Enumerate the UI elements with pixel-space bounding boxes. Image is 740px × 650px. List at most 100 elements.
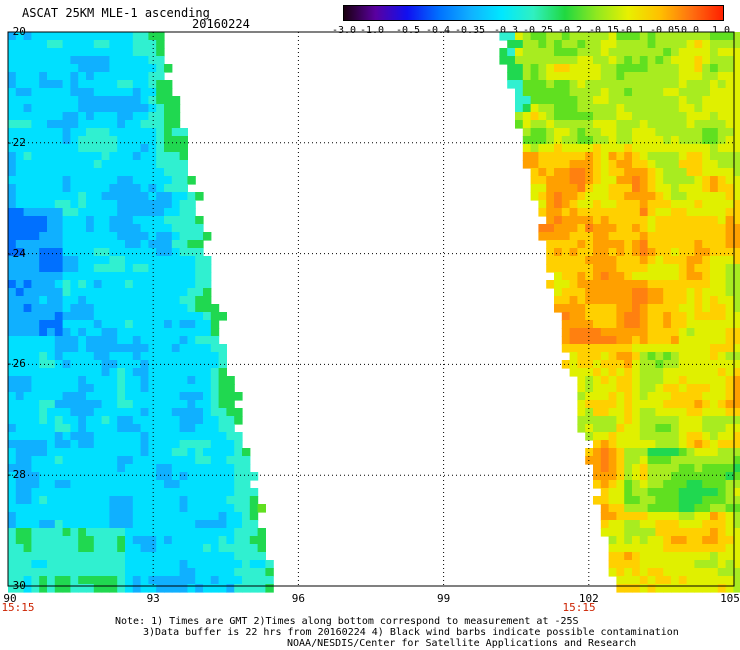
wind-cell	[47, 440, 56, 449]
wind-cell	[694, 216, 703, 225]
wind-cell	[156, 80, 165, 89]
wind-cell	[31, 504, 40, 513]
wind-cell	[54, 544, 64, 553]
wind-cell	[187, 336, 196, 345]
wind-cell	[78, 184, 87, 193]
wind-cell	[171, 272, 181, 281]
wind-cell	[600, 448, 610, 457]
wind-cell	[62, 336, 71, 345]
wind-cell	[15, 392, 25, 401]
wind-cell	[187, 576, 196, 585]
wind-cell	[117, 176, 126, 185]
wind-cell	[39, 576, 48, 585]
wind-cell	[694, 72, 703, 81]
wind-cell	[725, 536, 734, 545]
wind-cell	[717, 144, 727, 153]
wind-cell	[78, 392, 87, 401]
wind-cell	[577, 120, 586, 129]
wind-cell	[86, 32, 95, 41]
wind-cell	[8, 504, 17, 513]
wind-cell	[639, 256, 649, 265]
wind-cell	[593, 48, 602, 57]
wind-cell	[632, 504, 641, 513]
wind-cell	[226, 552, 235, 561]
wind-cell	[639, 584, 649, 593]
wind-cell	[101, 304, 110, 313]
wind-cell	[639, 392, 649, 401]
wind-cell	[632, 472, 641, 481]
wind-cell	[686, 32, 695, 41]
wind-cell	[702, 48, 711, 57]
wind-cell	[234, 528, 243, 537]
wind-cell	[733, 160, 740, 169]
wind-cell	[101, 432, 110, 441]
wind-cell	[164, 176, 173, 185]
wind-cell	[694, 552, 703, 561]
wind-cell	[31, 96, 40, 105]
wind-cell	[632, 192, 641, 201]
wind-cell	[132, 104, 142, 113]
wind-cell	[608, 304, 617, 313]
wind-cell	[663, 72, 672, 81]
wind-cell	[608, 56, 617, 65]
wind-cell	[733, 528, 740, 537]
wind-cell	[117, 40, 126, 49]
wind-cell	[156, 544, 165, 553]
wind-cell	[632, 72, 641, 81]
wind-cell	[132, 520, 142, 529]
wind-cell	[577, 136, 586, 145]
wind-cell	[616, 144, 625, 153]
wind-cell	[78, 144, 87, 153]
wind-cell	[47, 200, 56, 209]
wind-cell	[686, 128, 695, 137]
wind-cell	[47, 192, 56, 201]
wind-cell	[62, 528, 71, 537]
wind-cell	[647, 288, 656, 297]
wind-cell	[717, 528, 727, 537]
wind-cell	[608, 264, 617, 273]
wind-cell	[93, 144, 103, 153]
wind-cell	[109, 232, 118, 241]
wind-cell	[210, 320, 220, 329]
wind-cell	[8, 232, 17, 241]
wind-cell	[164, 96, 173, 105]
wind-cell	[678, 264, 688, 273]
wind-cell	[538, 48, 547, 57]
wind-cell	[632, 352, 641, 361]
wind-cell	[179, 544, 188, 553]
wind-cell	[15, 40, 25, 49]
wind-cell	[171, 112, 181, 121]
wind-cell	[561, 264, 571, 273]
wind-cell	[117, 48, 126, 57]
wind-cell	[117, 320, 126, 329]
wind-cell	[125, 384, 134, 393]
wind-cell	[210, 352, 220, 361]
wind-cell	[109, 576, 118, 585]
wind-cell	[569, 184, 578, 193]
wind-cell	[203, 288, 212, 297]
wind-cell	[710, 128, 719, 137]
wind-cell	[608, 256, 617, 265]
wind-cell	[47, 384, 56, 393]
wind-cell	[140, 192, 149, 201]
wind-cell	[671, 64, 680, 73]
wind-cell	[710, 472, 719, 481]
wind-cell	[702, 168, 711, 177]
wind-cell	[62, 232, 71, 241]
wind-cell	[39, 160, 48, 169]
wind-cell	[78, 256, 87, 265]
wind-cell	[179, 560, 188, 569]
wind-cell	[725, 64, 734, 73]
wind-cell	[569, 256, 578, 265]
wind-cell	[639, 112, 649, 121]
wind-cell	[655, 440, 664, 449]
wind-cell	[663, 400, 672, 409]
wind-cell	[678, 496, 688, 505]
wind-cell	[546, 280, 555, 289]
wind-cell	[47, 224, 56, 233]
wind-cell	[702, 248, 711, 257]
wind-cell	[210, 568, 220, 577]
wind-cell	[93, 192, 103, 201]
wind-cell	[608, 328, 617, 337]
wind-cell	[632, 104, 641, 113]
